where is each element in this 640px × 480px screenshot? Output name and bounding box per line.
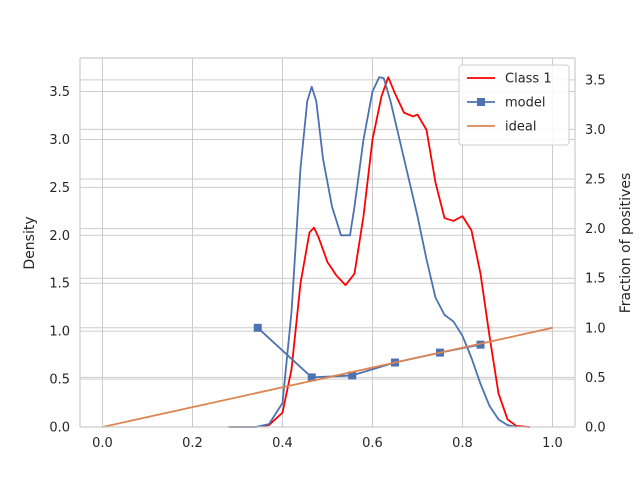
legend-label-1: model	[505, 96, 545, 111]
axes-frame	[79, 57, 576, 428]
y-tick-label-right-1: 0.5	[585, 371, 606, 386]
legend-box	[458, 64, 570, 146]
y-tick-label-left-7: 3.5	[49, 85, 70, 100]
y-tick-label-left-0: 0.0	[49, 421, 70, 436]
series-line-3	[102, 326, 553, 428]
y-tick-label-right-0: 0.0	[585, 421, 606, 436]
x-tick-label-1: 0.2	[182, 436, 203, 451]
y-tick-label-left-4: 2.0	[49, 229, 70, 244]
legend-marker-1	[477, 98, 485, 106]
legend-label-0: Class 1	[505, 72, 552, 87]
y-tick-label-left-1: 0.5	[49, 373, 70, 388]
y-tick-label-left-3: 1.5	[49, 277, 70, 292]
data-point-2-1	[307, 373, 316, 382]
y-tick-label-left-5: 2.5	[49, 181, 70, 196]
series-line-0	[228, 76, 531, 428]
x-tick-label-0: 0.0	[92, 436, 113, 451]
data-point-2-5	[476, 340, 485, 349]
y-tick-label-right-3: 1.5	[585, 272, 606, 287]
series-layer	[102, 76, 553, 428]
y-tick-label-left-2: 1.0	[49, 325, 70, 340]
y-tick-label-left-6: 3.0	[49, 133, 70, 148]
x-tick-label-5: 1.0	[542, 436, 563, 451]
y-axis-label-left: Density	[22, 216, 38, 269]
y-axis-label-right: Fraction of positives	[618, 173, 634, 314]
legend: Class 1 model ideal	[458, 64, 570, 146]
x-tick-label-2: 0.4	[272, 436, 293, 451]
y-tick-label-right-6: 3.0	[585, 123, 606, 138]
data-point-2-0	[253, 323, 262, 332]
y-tick-label-right-4: 2.0	[585, 222, 606, 237]
tick-labels: 0.0 0.2 0.4 0.6 0.8 1.0 0.0 0.5 1.0 1.5 2.0 2.5 3.0 3…	[49, 73, 605, 451]
y-tick-label-right-2: 1.0	[585, 321, 606, 336]
x-tick-label-3: 0.6	[362, 436, 383, 451]
data-point-2-2	[348, 371, 357, 380]
y-tick-label-right-5: 2.5	[585, 173, 606, 188]
y-tick-label-right-7: 3.5	[585, 73, 606, 88]
x-tick-label-4: 0.8	[452, 436, 473, 451]
series-line-1	[228, 76, 517, 428]
legend-label-2: ideal	[505, 120, 536, 135]
